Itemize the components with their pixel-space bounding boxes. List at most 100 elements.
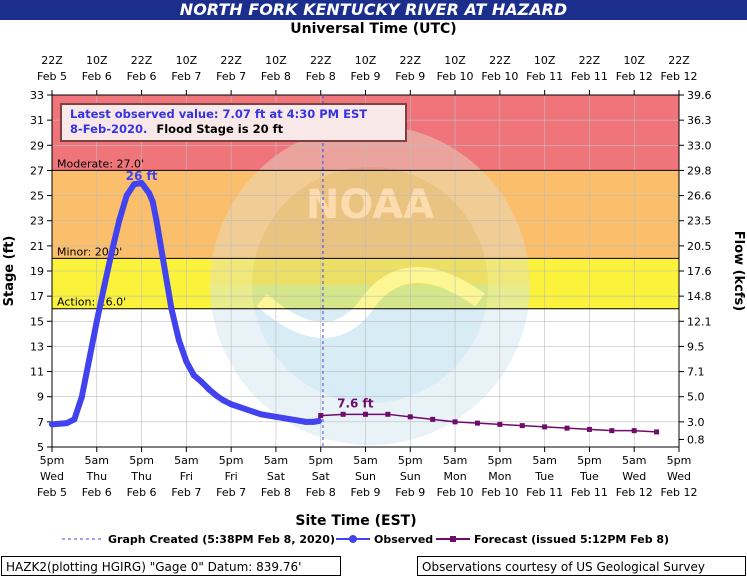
est-tick-label: Fri <box>225 470 238 483</box>
observed-point <box>205 386 212 393</box>
est-tick-label: Tue <box>534 470 554 483</box>
est-tick-label: Feb 6 <box>127 486 157 499</box>
est-tick-label: 5am <box>532 454 556 467</box>
utc-tick-time: 10Z <box>176 54 198 67</box>
y2-tick-label: 26.6 <box>687 190 712 203</box>
y-tick-label: 25 <box>30 190 44 203</box>
top-axis-title: Universal Time (UTC) <box>290 21 457 37</box>
observed-point <box>131 181 138 188</box>
watermark-lower-half <box>210 285 530 445</box>
y2-tick-label: 7.1 <box>687 366 705 379</box>
observed-point <box>63 420 70 427</box>
est-tick-label: Feb 5 <box>37 486 67 499</box>
est-tick-label: Feb 12 <box>661 486 698 499</box>
est-tick-label: Feb 12 <box>616 486 653 499</box>
observed-point <box>153 217 160 224</box>
forecast-point <box>654 429 660 435</box>
observed-point <box>71 416 78 423</box>
observed-point <box>108 249 115 256</box>
y2-tick-label: 29.8 <box>687 164 712 177</box>
observed-series: 26 ft <box>49 169 322 428</box>
forecast-series: 7.6 ft <box>318 396 660 435</box>
est-tick-label: Feb 7 <box>216 486 246 499</box>
y2-tick-label: 12.1 <box>687 315 712 328</box>
observed-point <box>220 397 227 404</box>
est-tick-label: Mon <box>488 470 511 483</box>
observed-point <box>250 408 257 415</box>
y-tick-label: 31 <box>30 114 44 127</box>
observed-point <box>101 283 108 290</box>
est-tick-label: Feb 10 <box>437 486 474 499</box>
est-tick-label: Sun <box>355 470 376 483</box>
flood-stage-text: Flood Stage is 20 ft <box>156 122 283 136</box>
est-tick-label: 5am <box>174 454 198 467</box>
chart-title: NORTH FORK KENTUCKY RIVER AT HAZARD <box>179 0 568 19</box>
utc-tick-time: 22Z <box>489 54 511 67</box>
forecast-point <box>542 424 548 430</box>
observed-point <box>78 393 85 400</box>
est-tick-label: 5am <box>353 454 377 467</box>
est-tick-label: 5pm <box>219 454 244 467</box>
utc-tick-date: Feb 6 <box>127 70 157 83</box>
est-tick-label: Wed <box>40 470 64 483</box>
utc-tick-time: 22Z <box>310 54 332 67</box>
est-tick-label: Wed <box>667 470 691 483</box>
y2-tick-label: 3.0 <box>687 416 705 429</box>
utc-tick-date: Feb 10 <box>437 70 474 83</box>
y-tick-label: 15 <box>30 315 44 328</box>
legend-forecast-marker <box>450 536 456 542</box>
est-tick-label: 5am <box>85 454 109 467</box>
est-tick-label: Sat <box>267 470 286 483</box>
y-tick-label: 9 <box>37 391 44 404</box>
observed-point <box>295 417 302 424</box>
watermark-inner-lower <box>252 285 488 403</box>
utc-tick-date: Feb 9 <box>351 70 381 83</box>
latest-value-text: Latest observed value: 7.07 ft at 4:30 P… <box>70 107 367 121</box>
est-tick-label: Mon <box>443 470 466 483</box>
legend-created-label: Graph Created (5:38PM Feb 8, 2020) <box>108 533 335 546</box>
utc-tick-time: 22Z <box>220 54 242 67</box>
utc-tick-time: 22Z <box>400 54 422 67</box>
threshold-lines: Moderate: 27.0' Minor: 20.0' Action: 16.0' <box>52 157 679 310</box>
utc-tick-time: 10Z <box>444 54 466 67</box>
utc-tick-time: 10Z <box>265 54 287 67</box>
utc-tick-time: 22Z <box>41 54 63 67</box>
utc-tick-time: 22Z <box>579 54 601 67</box>
info-box-frame <box>60 103 407 142</box>
est-tick-label: Feb 8 <box>306 486 336 499</box>
est-tick-label: 5pm <box>488 454 513 467</box>
observed-point <box>149 198 156 205</box>
observed-point <box>235 403 242 410</box>
observed-point <box>310 418 317 425</box>
utc-tick-date: Feb 7 <box>171 70 201 83</box>
source-credit-box: Observations courtesy of US Geological S… <box>417 556 746 576</box>
y-tick-label: 21 <box>30 240 44 253</box>
bottom-axis-title: Site Time (EST) <box>295 513 416 529</box>
y-tick-label: 27 <box>30 164 44 177</box>
forecast-point <box>363 411 368 417</box>
utc-tick-time: 10Z <box>355 54 377 67</box>
y2-tick-label: 20.5 <box>687 240 712 253</box>
observed-point <box>183 358 190 365</box>
observed-point <box>198 378 205 385</box>
utc-tick-date: Feb 6 <box>82 70 112 83</box>
est-tick-label: Feb 9 <box>351 486 381 499</box>
legend: Graph Created (5:38PM Feb 8, 2020) Obser… <box>62 533 669 546</box>
y-tick-label: 13 <box>30 340 44 353</box>
latest-value-box: Latest observed value: 7.07 ft at 4:30 P… <box>60 103 407 142</box>
est-tick-label: 5pm <box>398 454 423 467</box>
forecast-point <box>609 428 615 434</box>
noaa-watermark: NOAA <box>210 125 530 445</box>
utc-tick-date: Feb 5 <box>37 70 67 83</box>
y-tick-label: 23 <box>30 215 44 228</box>
flow-axis: 0.8 3.0 5.0 7.1 9.5 12.1 14.8 17.6 20.5 23.5 26.6 2… <box>679 89 712 446</box>
est-tick-label: 5pm <box>667 454 692 467</box>
est-tick-label: 5am <box>264 454 288 467</box>
observed-point <box>49 421 55 428</box>
forecast-point <box>452 419 458 425</box>
threshold-label: Moderate: 27.0' <box>57 157 144 170</box>
observed-point <box>116 217 123 224</box>
utc-tick-date: Feb 11 <box>571 70 608 83</box>
observed-point <box>190 372 197 379</box>
